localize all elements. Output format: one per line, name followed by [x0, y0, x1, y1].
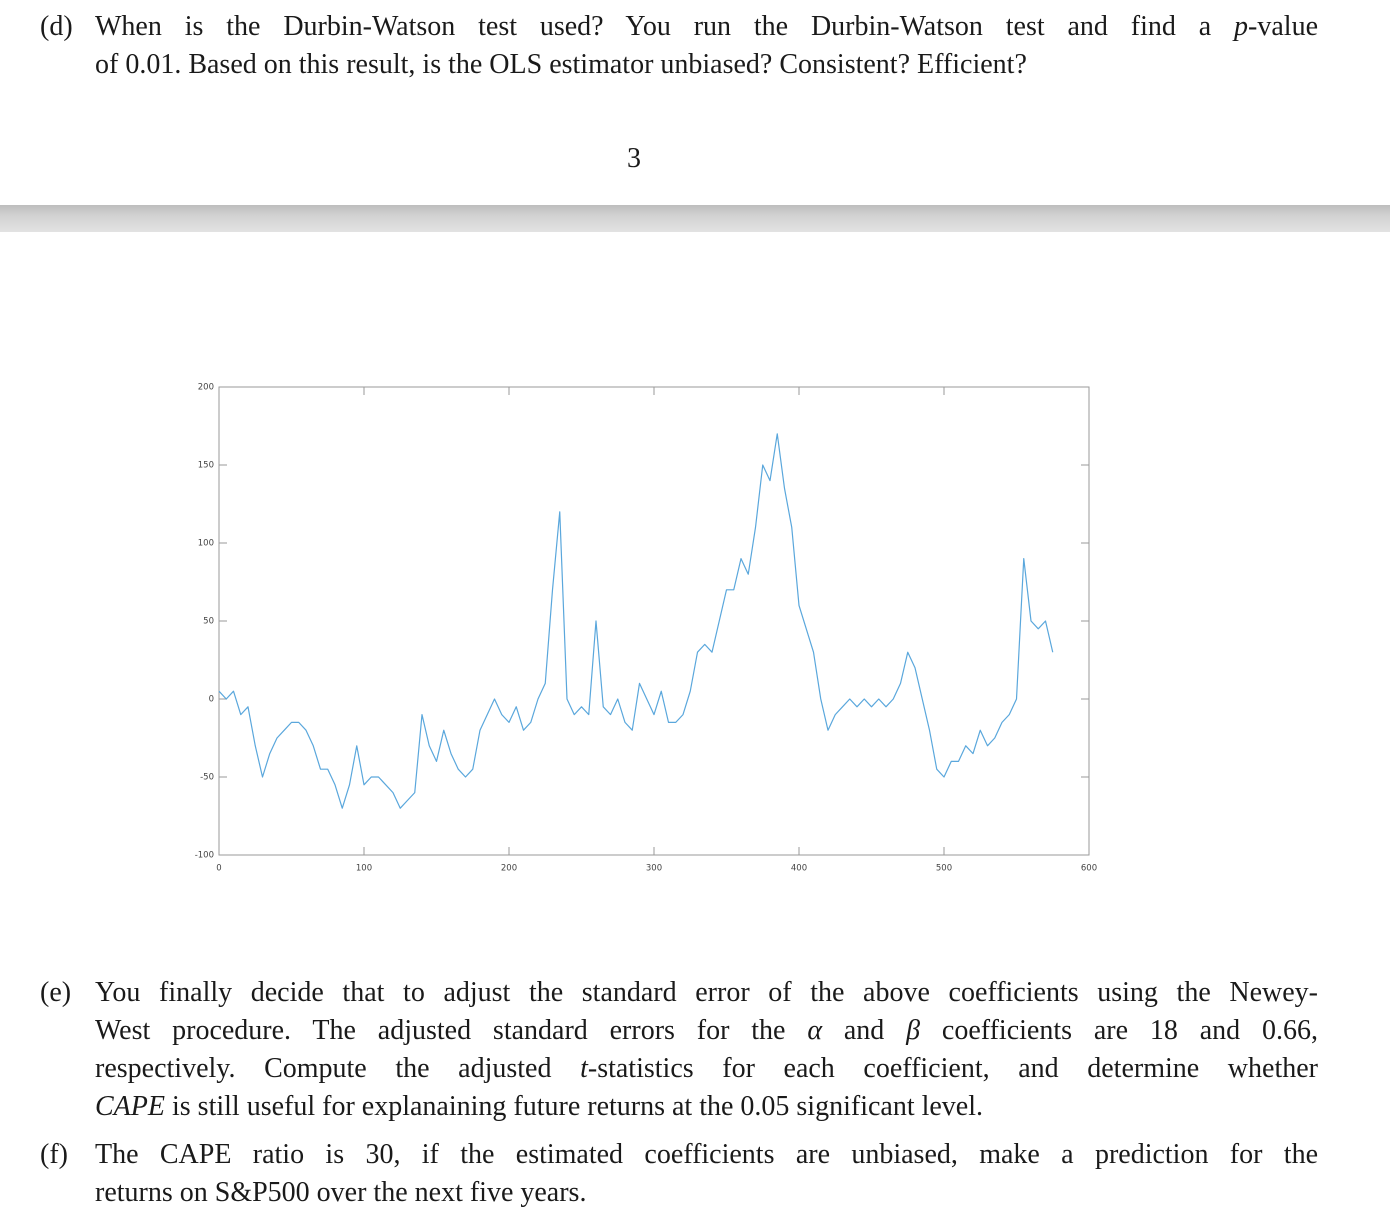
page-number: 3	[627, 143, 641, 174]
text: You finally decide that to adjust the st…	[95, 977, 1318, 1008]
text-line: When is the Durbin-Watson test used? You…	[95, 8, 1318, 46]
text: When is the Durbin-Watson test used? You…	[95, 11, 1235, 42]
x-tick-label: 500	[936, 864, 952, 874]
text: of 0.01. Based on this result, is the OL…	[95, 49, 1027, 80]
data-line	[218, 433, 1054, 809]
text: The CAPE ratio is 30, if the estimated c…	[95, 1139, 1318, 1170]
text-line: The CAPE ratio is 30, if the estimated c…	[95, 1136, 1318, 1174]
y-tick-label: 100	[198, 539, 214, 549]
text-line: returns on S&P500 over the next five yea…	[95, 1174, 1318, 1212]
x-tick-label: 200	[501, 864, 517, 874]
y-tick-label: -100	[195, 851, 214, 861]
text-line: of 0.01. Based on this result, is the OL…	[95, 46, 1318, 84]
math: α	[807, 1015, 823, 1046]
text: and	[822, 1015, 907, 1046]
question-label: (e)	[40, 977, 72, 1008]
text: is still useful for explanaining future …	[165, 1091, 984, 1122]
text-line: You finally decide that to adjust the st…	[95, 974, 1318, 1012]
text-line: West procedure. The adjusted standard er…	[95, 1012, 1318, 1050]
text: coefficients are 18 and 0.66,	[920, 1015, 1318, 1046]
x-tick-label: 400	[791, 864, 807, 874]
math: CAPE	[95, 1091, 165, 1122]
math: p	[1234, 11, 1249, 42]
text: -value	[1248, 11, 1318, 42]
text: -statistics for each coefficient, and de…	[587, 1053, 1318, 1084]
y-tick-label: 200	[198, 383, 214, 393]
text: West procedure. The adjusted standard er…	[95, 1015, 808, 1046]
y-tick-label: 150	[198, 461, 214, 471]
x-tick-label: 100	[356, 864, 372, 874]
question-label: (f)	[40, 1139, 68, 1170]
x-tick-label: 0	[216, 864, 221, 874]
text-line: respectively. Compute the adjusted t-sta…	[95, 1050, 1318, 1088]
y-tick-label: 50	[203, 617, 214, 627]
text: returns on S&P500 over the next five yea…	[95, 1177, 587, 1208]
math: β	[906, 1015, 921, 1046]
y-tick-label: 0	[209, 695, 214, 705]
y-tick-label: -50	[200, 773, 214, 783]
text: respectively. Compute the adjusted	[95, 1053, 581, 1084]
math: t	[580, 1053, 588, 1084]
question-label: (d)	[40, 11, 73, 42]
chart: -100 -50 0 50 100 150 200 0 100 200 300 400 500 600	[195, 383, 1097, 874]
text-line: CAPE is still useful for explanaining fu…	[95, 1088, 1318, 1126]
page-separator	[0, 205, 1390, 232]
x-tick-label: 600	[1081, 864, 1097, 874]
x-tick-label: 300	[646, 864, 662, 874]
